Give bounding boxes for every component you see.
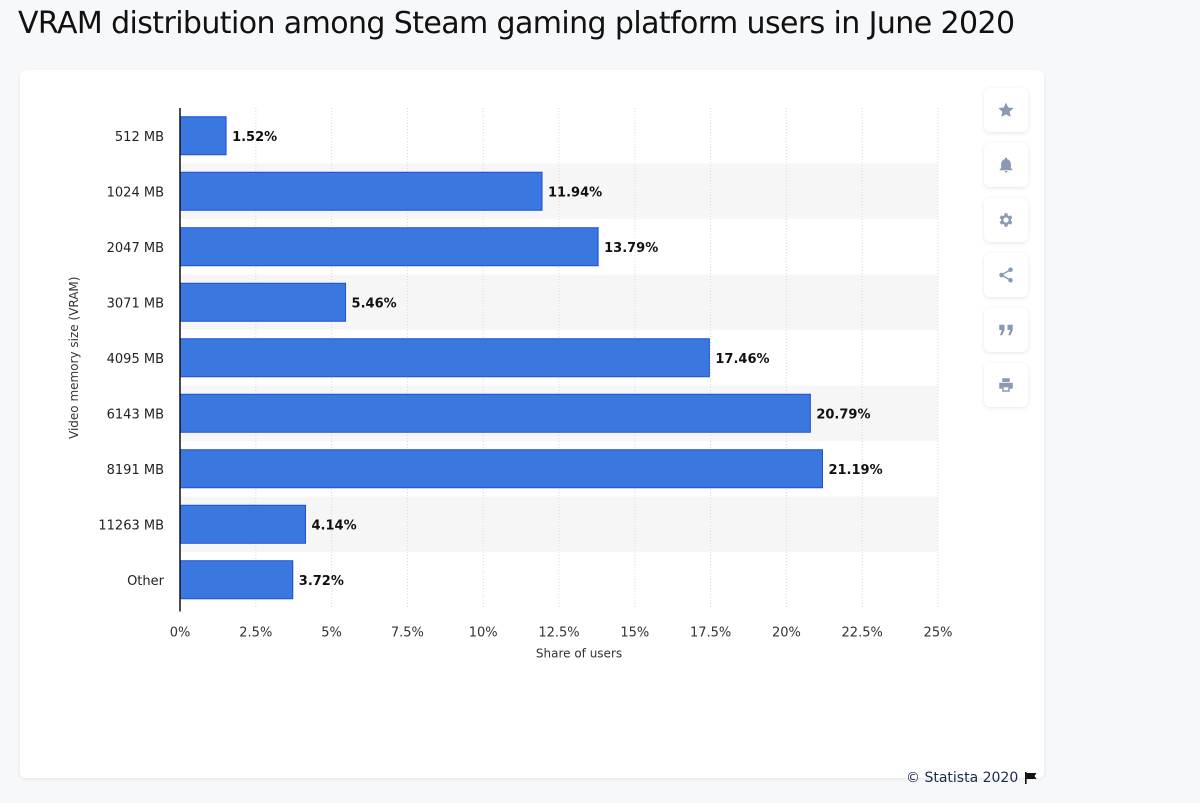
category-label: 512 MB — [115, 130, 164, 145]
bar[interactable] — [179, 227, 599, 267]
x-axis-title: Share of users — [536, 647, 622, 661]
data-label: 1.52% — [232, 130, 277, 145]
data-label: 11.94% — [548, 185, 602, 200]
settings-button[interactable] — [984, 198, 1028, 242]
favorite-button[interactable] — [984, 88, 1028, 132]
x-tick-label: 2.5% — [239, 626, 272, 641]
chart-card: 1.52% 512 MB 11.94% 1024 MB 13.79% 2047 MB 5.4… — [20, 70, 1044, 786]
data-label: 3.72% — [299, 574, 344, 589]
x-tick-label: 22.5% — [842, 626, 883, 641]
x-tick-label: 12.5% — [538, 626, 579, 641]
statista-credit[interactable]: © Statista 2020 — [906, 770, 1038, 786]
x-tick-label: 0% — [170, 626, 191, 641]
printer-icon — [999, 378, 1013, 392]
bar[interactable] — [179, 116, 227, 156]
flag-icon — [1025, 772, 1037, 784]
bar[interactable] — [179, 338, 710, 378]
category-label: 6143 MB — [107, 407, 164, 422]
bar[interactable] — [179, 282, 347, 322]
data-label: 21.19% — [828, 463, 882, 478]
category-label: 11263 MB — [98, 518, 164, 533]
bell-icon — [999, 157, 1013, 173]
x-tick-label: 15% — [620, 626, 649, 641]
bar[interactable] — [179, 449, 823, 489]
category-label: 4095 MB — [107, 352, 164, 367]
cite-button[interactable] — [984, 308, 1028, 352]
share-icon — [999, 267, 1013, 283]
star-icon — [998, 102, 1014, 118]
category-label: 2047 MB — [107, 241, 164, 256]
gear-icon — [999, 213, 1013, 227]
bar[interactable] — [179, 171, 543, 211]
page-title: VRAM distribution among Steam gaming pla… — [18, 6, 1015, 41]
data-label: 17.46% — [715, 352, 769, 367]
x-tick-label: 17.5% — [690, 626, 731, 641]
x-tick-label: 25% — [924, 626, 953, 641]
category-label: 8191 MB — [107, 463, 164, 478]
data-label: 4.14% — [312, 518, 357, 533]
category-label: 1024 MB — [107, 185, 164, 200]
print-button[interactable] — [984, 363, 1028, 407]
y-axis-title: Video memory size (VRAM) — [67, 277, 81, 439]
bar-chart: 1.52% 512 MB 11.94% 1024 MB 13.79% 2047 MB 5.4… — [67, 108, 953, 661]
bar[interactable] — [179, 504, 307, 544]
data-label: 13.79% — [604, 241, 658, 256]
x-tick-label: 10% — [469, 626, 498, 641]
bar[interactable] — [179, 393, 811, 433]
bar[interactable] — [179, 560, 294, 600]
x-tick-label: 20% — [772, 626, 801, 641]
x-tick-label: 7.5% — [391, 626, 424, 641]
x-tick-label: 5% — [321, 626, 342, 641]
notification-button[interactable] — [984, 143, 1028, 187]
quote-icon — [999, 324, 1013, 336]
data-label: 5.46% — [352, 296, 397, 311]
category-label: 3071 MB — [107, 296, 164, 311]
credit-text: © Statista 2020 — [906, 770, 1019, 786]
category-label: Other — [127, 574, 165, 589]
data-label: 20.79% — [816, 407, 870, 422]
share-button[interactable] — [984, 253, 1028, 297]
row-band — [180, 496, 938, 552]
